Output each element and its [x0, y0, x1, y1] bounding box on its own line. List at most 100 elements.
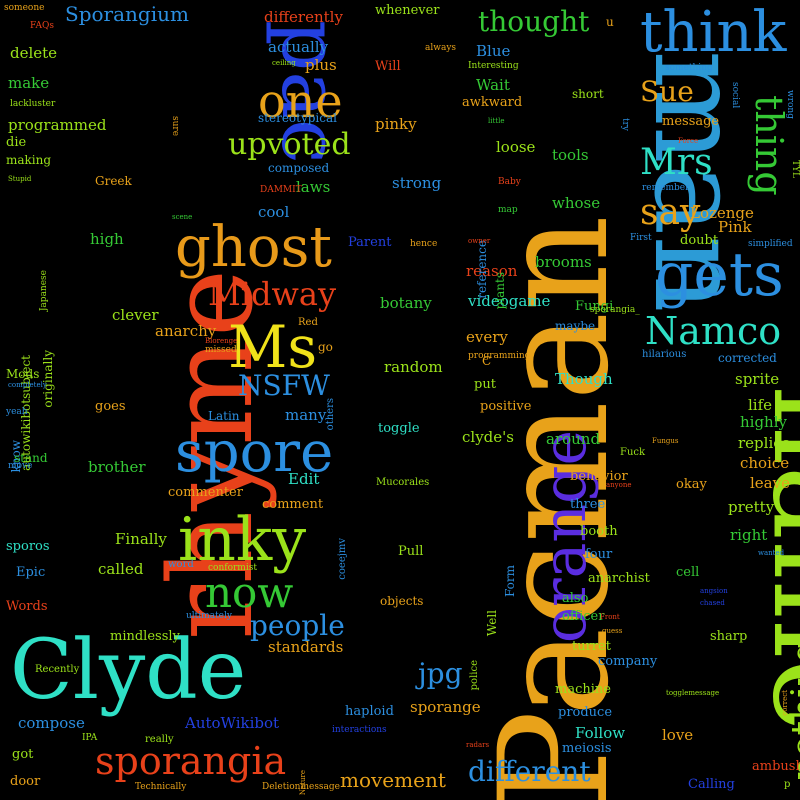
word: Parent	[348, 235, 392, 250]
word: machine	[555, 682, 611, 697]
word: interactions	[332, 725, 387, 735]
word: sporange	[410, 698, 481, 716]
word: turret	[572, 639, 611, 654]
word: u	[606, 15, 614, 29]
word: whose	[552, 194, 601, 212]
word: Red	[298, 317, 318, 328]
word: Blorenge	[205, 337, 238, 345]
word: sporos	[6, 539, 50, 554]
word: Latin	[208, 409, 240, 423]
word: jpg	[418, 657, 463, 690]
word: actually	[268, 38, 329, 56]
word: Edit	[288, 470, 320, 488]
word: behavior	[570, 469, 628, 484]
word: message	[662, 114, 720, 129]
word: standards	[268, 638, 344, 656]
word: Fungi	[575, 299, 614, 314]
word: loose	[496, 138, 536, 156]
word: life	[748, 396, 773, 414]
word: differently	[264, 8, 343, 26]
word: sprite	[735, 370, 780, 388]
word: Baby	[498, 177, 521, 187]
word: Nature	[299, 770, 307, 796]
word: now	[205, 568, 294, 617]
word: Technically	[135, 782, 187, 792]
word: move	[8, 461, 33, 471]
word: ghost	[175, 215, 332, 280]
word: conformist	[208, 563, 257, 573]
word: sporangia_	[590, 305, 640, 315]
word: owner	[468, 237, 491, 245]
word: chased	[700, 599, 725, 607]
word: comment	[262, 497, 324, 512]
word: called	[98, 560, 144, 578]
word: corrected	[718, 351, 777, 365]
word: haploid	[345, 704, 394, 719]
word: someone	[4, 3, 45, 13]
word: awkward	[462, 95, 523, 110]
word: coeejmv	[337, 538, 348, 580]
word: FAQs	[30, 21, 54, 31]
word: commenter	[168, 485, 243, 500]
word: Though	[555, 370, 613, 388]
word: TYL	[790, 160, 800, 178]
word: map	[498, 205, 518, 215]
word: Mods	[6, 367, 40, 381]
word: reason	[466, 262, 518, 280]
word: ceiling	[272, 59, 296, 67]
word: programming	[468, 351, 531, 361]
word: Front	[600, 613, 620, 621]
word: reference	[475, 240, 489, 299]
word: Deletionmessage	[262, 782, 341, 792]
word: Will	[375, 59, 401, 74]
word: plants	[493, 272, 507, 310]
word: positive	[480, 399, 532, 414]
word: tools	[552, 146, 589, 164]
word: Pull	[398, 544, 424, 559]
word: spore	[175, 420, 334, 485]
word: remember	[642, 183, 690, 193]
word: many	[285, 406, 327, 424]
word: doubt	[680, 233, 719, 248]
word: Mucorales	[376, 477, 430, 488]
word: compose	[18, 714, 85, 732]
word: others	[325, 398, 336, 431]
word: cool	[258, 203, 290, 221]
word: hilarious	[642, 349, 687, 360]
word: Calling	[688, 777, 735, 792]
word: lackluster	[10, 99, 56, 109]
word: meiosis	[562, 741, 612, 756]
word: anarchy	[155, 322, 217, 340]
word: people	[250, 609, 345, 642]
word: angsion	[700, 587, 728, 595]
word: Clyde	[10, 623, 247, 718]
word: AutoWikibot	[185, 714, 280, 732]
word: Fungus	[652, 437, 679, 445]
word: Midway	[208, 275, 337, 313]
word: plus	[305, 56, 337, 74]
word: Epic	[16, 565, 46, 580]
word: correct	[781, 690, 789, 716]
word: Japanese	[39, 270, 49, 312]
word: delete	[10, 44, 58, 62]
word: goes	[95, 399, 126, 414]
word: making	[6, 153, 52, 167]
word: movement	[340, 768, 446, 792]
word: inky	[178, 505, 307, 575]
word: strong	[392, 174, 442, 192]
word: love	[662, 726, 694, 744]
word: different	[468, 755, 591, 788]
word: Interesting	[468, 61, 519, 71]
word: make	[8, 74, 50, 92]
word: brooms	[535, 253, 592, 271]
word: officer	[562, 609, 605, 624]
word: Form	[503, 565, 517, 598]
word: think	[640, 0, 787, 65]
word: thing	[747, 95, 791, 196]
word: missed	[205, 345, 237, 355]
word: four	[585, 547, 613, 562]
word: one	[258, 74, 343, 128]
word: Namco	[645, 309, 782, 353]
word: gets	[655, 240, 784, 310]
